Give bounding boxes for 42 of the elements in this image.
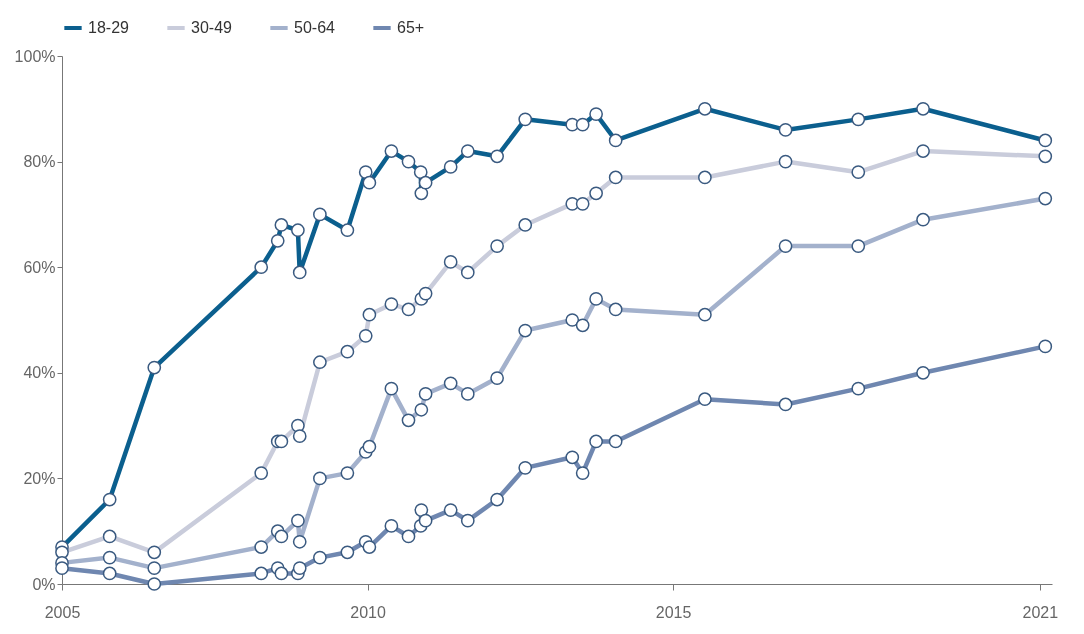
- point: [102, 492, 117, 507]
- legend-label: 30-49: [191, 19, 233, 36]
- point: [270, 233, 285, 248]
- point: [254, 260, 269, 275]
- point: [401, 154, 416, 169]
- point: [362, 175, 377, 190]
- point: [698, 101, 712, 116]
- point: [778, 123, 793, 137]
- y-tick-label: 40%: [23, 364, 56, 382]
- point: [413, 165, 428, 180]
- point: [460, 144, 475, 158]
- legend-label: 65+: [397, 19, 425, 36]
- point: [851, 112, 866, 127]
- point: [1038, 133, 1053, 148]
- legend-label: 50-64: [294, 19, 336, 36]
- legend-label: 18-29: [88, 19, 130, 36]
- point: [274, 218, 289, 232]
- point: [418, 175, 433, 190]
- point: [916, 101, 930, 116]
- x-tick-label: 2005: [44, 603, 81, 621]
- point: [589, 107, 603, 121]
- point: [518, 112, 533, 127]
- point: [384, 144, 399, 158]
- point: [291, 223, 305, 238]
- y-tick-label: 80%: [23, 153, 56, 171]
- point: [575, 117, 590, 132]
- x-tick-label: 2015: [655, 603, 692, 621]
- point: [414, 186, 429, 201]
- point: [358, 165, 373, 180]
- point: [443, 160, 458, 174]
- point: [608, 133, 623, 148]
- x-tick-label: 2010: [350, 603, 386, 621]
- y-tick-label: 60%: [23, 258, 56, 276]
- y-tick-label: 0%: [32, 575, 56, 593]
- point: [147, 360, 162, 375]
- x-tick-label: 2021: [1022, 603, 1059, 621]
- point: [340, 223, 355, 238]
- y-tick-label: 20%: [23, 469, 56, 487]
- point: [313, 207, 327, 222]
- y-tick-label: 100%: [14, 47, 56, 65]
- point: [292, 265, 307, 280]
- point: [490, 149, 504, 164]
